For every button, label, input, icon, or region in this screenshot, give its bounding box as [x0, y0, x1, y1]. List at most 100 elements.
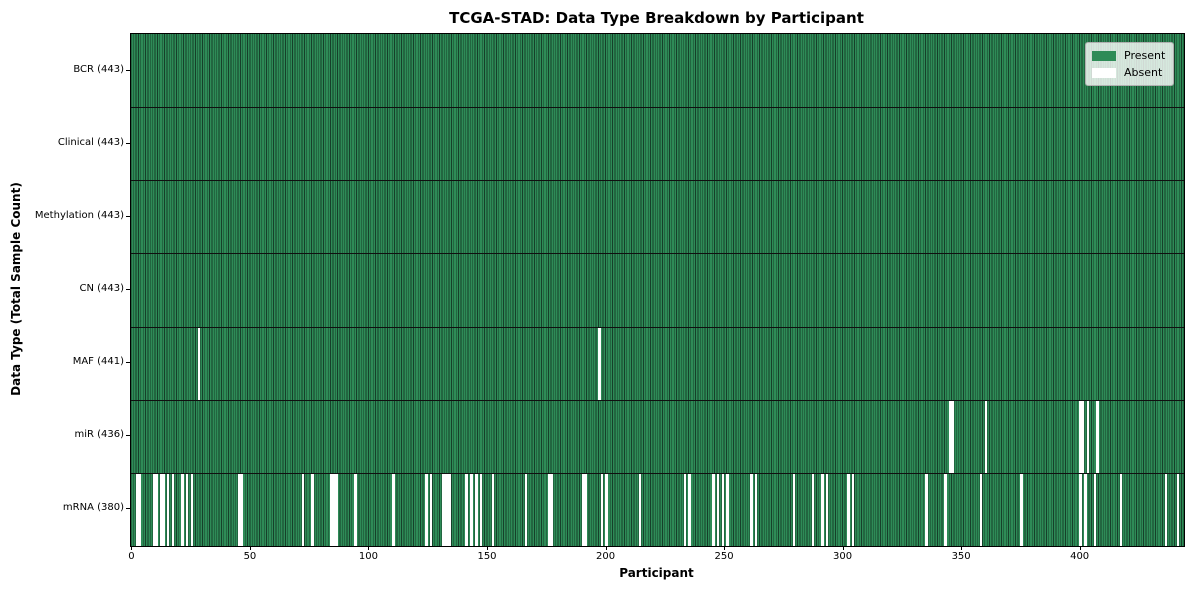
absent-mark	[354, 473, 357, 546]
ytick-label-bcr: BCR (443)	[73, 63, 124, 75]
ytick-mark	[126, 69, 130, 71]
absent-mark	[1081, 400, 1085, 473]
ytick-label-clinical: Clinical (443)	[57, 136, 124, 148]
ytick-label-mrna: mRNA (380)	[62, 502, 124, 514]
absent-mark	[448, 473, 452, 546]
absent-mark	[825, 473, 829, 546]
xtick-mark	[487, 546, 488, 550]
absent-mark	[683, 473, 687, 546]
xtick-mark	[131, 546, 133, 550]
absent-mark	[392, 473, 395, 546]
absent-mark	[237, 473, 241, 546]
legend-label-absent: Absent	[1124, 66, 1163, 79]
absent-mark	[721, 473, 725, 546]
heatmap-row-cn	[131, 253, 1184, 327]
xtick-mark	[842, 546, 844, 550]
absent-mark	[821, 473, 824, 546]
absent-mark	[638, 473, 642, 546]
absent-mark	[598, 327, 601, 400]
heatmap-row-maf	[131, 326, 1184, 400]
absent-mark	[301, 473, 305, 546]
absent-mark	[444, 473, 447, 546]
absent-mark	[330, 473, 333, 546]
absent-mark	[605, 473, 608, 546]
ytick-label-mir: miR (436)	[74, 429, 124, 441]
absent-mark	[465, 473, 469, 546]
ytick-mark	[126, 289, 130, 290]
absent-mark	[1096, 400, 1099, 473]
heatmap-row-bcr	[131, 34, 1184, 108]
absent-mark	[1164, 473, 1168, 546]
absent-mark	[152, 473, 156, 546]
absent-mark	[154, 473, 158, 546]
absent-mark	[688, 473, 691, 546]
absent-mark	[166, 473, 170, 546]
absent-mark	[1079, 400, 1083, 473]
xtick-label-200: 200	[595, 551, 616, 562]
xtick-mark	[605, 546, 607, 550]
absent-mark	[470, 473, 473, 546]
xtick-label-100: 100	[358, 551, 379, 562]
absent-mark	[792, 473, 796, 546]
absent-mark	[162, 473, 165, 546]
absent-mark	[138, 473, 141, 546]
heatmap-row-mrna	[131, 472, 1184, 546]
absent-mark	[1020, 473, 1023, 546]
absent-mark	[240, 473, 243, 546]
absent-mark	[197, 327, 201, 400]
absent-mark	[979, 473, 983, 546]
legend-label-present: Present	[1124, 49, 1166, 62]
absent-mark	[1079, 473, 1083, 546]
heatmap-row-methylation	[131, 180, 1184, 254]
xtick-mark	[1079, 546, 1081, 550]
legend-item-absent: Absent	[1092, 64, 1165, 81]
absent-mark	[335, 473, 338, 546]
ytick-mark	[126, 142, 130, 144]
legend-item-present: Present	[1092, 47, 1165, 64]
absent-mark	[550, 473, 554, 546]
absent-mark	[190, 473, 194, 546]
xtick-label-250: 250	[714, 551, 734, 562]
absent-mark	[847, 473, 850, 546]
xtick-mark	[961, 546, 963, 550]
absent-mark	[754, 473, 758, 546]
chart-title: TCGA-STAD: Data Type Breakdown by Partic…	[449, 9, 864, 27]
absent-mark	[749, 473, 753, 546]
legend-swatch-absent	[1092, 67, 1116, 78]
absent-mark	[600, 473, 604, 546]
absent-mark	[135, 473, 139, 546]
absent-mark	[159, 473, 163, 546]
absent-mark	[1119, 473, 1123, 546]
absent-mark	[726, 473, 729, 546]
absent-mark	[479, 473, 483, 546]
xtick-mark	[368, 546, 370, 550]
absent-mark	[716, 473, 720, 546]
x-axis-label: Participant	[619, 566, 694, 580]
absent-mark	[811, 473, 815, 546]
absent-mark	[949, 400, 952, 473]
absent-mark	[491, 473, 495, 546]
absent-mark	[311, 473, 314, 546]
absent-mark	[712, 473, 715, 546]
absent-mark	[584, 473, 587, 546]
ytick-mark	[126, 435, 130, 437]
plot-area	[130, 33, 1185, 547]
legend: Present Absent	[1085, 42, 1175, 86]
absent-mark	[474, 473, 478, 546]
absent-mark	[332, 473, 336, 546]
absent-mark	[171, 473, 175, 546]
ytick-mark	[126, 362, 130, 364]
xtick-mark	[724, 546, 726, 550]
absent-mark	[446, 473, 450, 546]
xtick-label-350: 350	[951, 551, 971, 562]
absent-mark	[548, 473, 551, 546]
xtick-label-400: 400	[1070, 551, 1090, 562]
heatmap-row-clinical	[131, 107, 1184, 181]
absent-mark	[1086, 400, 1090, 473]
heatmap-row-mir	[131, 399, 1184, 473]
absent-mark	[441, 473, 445, 546]
absent-mark	[984, 400, 988, 473]
absent-mark	[944, 473, 947, 546]
ytick-label-maf: MAF (441)	[72, 356, 124, 368]
